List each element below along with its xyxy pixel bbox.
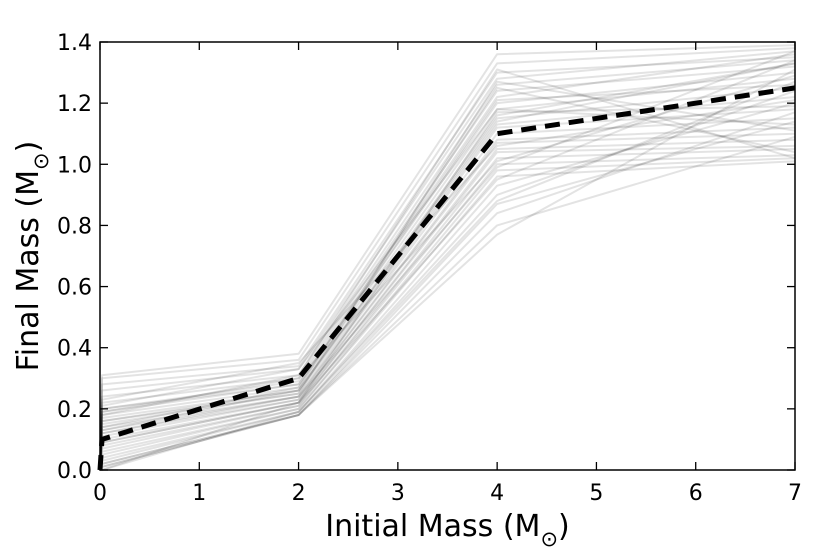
- mean-relation-layer: [97, 85, 796, 471]
- sample-line-31: [99, 68, 796, 471]
- x-tick-label: 1: [192, 481, 206, 506]
- sample-line-3: [99, 50, 796, 471]
- sample-line-33: [99, 99, 796, 471]
- x-tick-label: 3: [391, 481, 405, 506]
- sample-line-18: [99, 148, 796, 471]
- x-axis-label: Initial Mass (M⊙): [325, 509, 570, 551]
- sample-line-4: [99, 59, 796, 471]
- x-tick-label: 6: [689, 481, 703, 506]
- y-tick-label: 0.6: [57, 276, 92, 301]
- sample-line-0: [99, 44, 796, 471]
- sample-line-34: [99, 74, 796, 471]
- sample-line-8: [99, 77, 796, 471]
- x-tick-label: 7: [788, 481, 802, 506]
- sample-line-5: [99, 65, 796, 471]
- sample-line-15: [99, 132, 796, 471]
- sample-line-39: [99, 105, 796, 471]
- y-tick-label: 0.8: [57, 214, 92, 239]
- x-tick-label: 5: [589, 481, 603, 506]
- sample-line-37: [99, 83, 796, 471]
- y-tick-label: 0.2: [57, 398, 92, 423]
- sample-line-9: [99, 62, 796, 471]
- y-tick-label: 1.0: [57, 153, 92, 178]
- x-tick-label: 0: [93, 481, 107, 506]
- mean-relation-line: [97, 85, 796, 471]
- y-tick-label: 1.4: [57, 31, 92, 56]
- sample-line-7: [99, 71, 796, 471]
- y-tick-label: 0.0: [57, 459, 92, 484]
- sample-line-2: [99, 56, 796, 471]
- sample-lines: [99, 44, 796, 471]
- sample-line-17: [99, 144, 796, 471]
- sample-line-16: [99, 138, 796, 471]
- plot-frame: [99, 41, 796, 471]
- y-tick-label: 0.4: [57, 337, 92, 362]
- x-tick-label: 4: [490, 481, 504, 506]
- y-tick-label: 1.2: [57, 92, 92, 117]
- sample-line-32: [99, 108, 796, 471]
- y-axis-label: Final Mass (M⊙): [11, 141, 53, 372]
- x-tick-label: 2: [292, 481, 306, 506]
- sample-line-6: [99, 53, 796, 471]
- axis-ticks: 0 1 2 3 4 5 6 7 0.0 0.2 0.4 0.6 0.8 1.0 1.2 1.4: [57, 31, 802, 506]
